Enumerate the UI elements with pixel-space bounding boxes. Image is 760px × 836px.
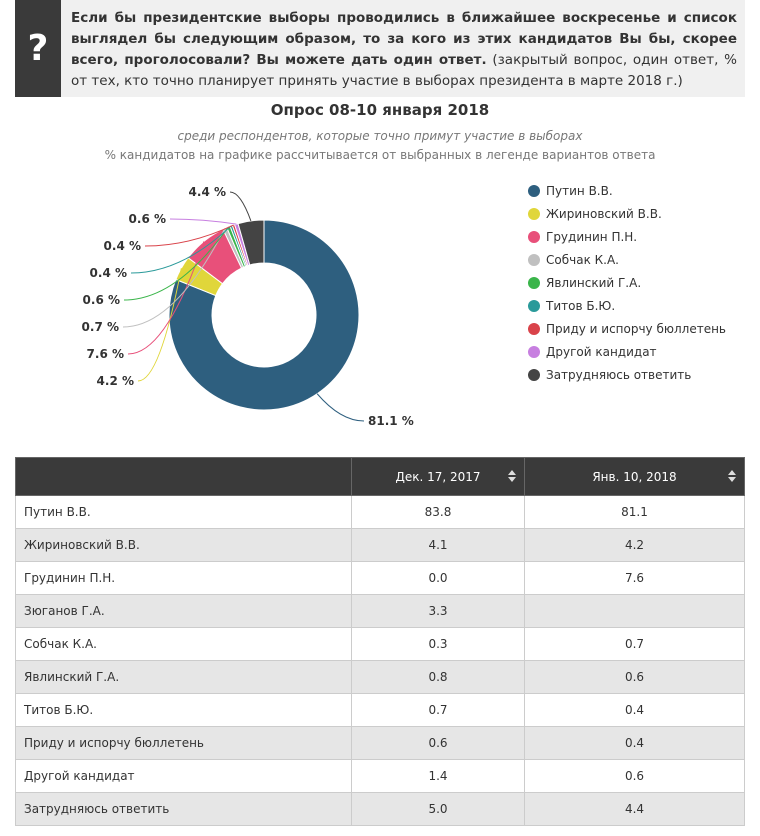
legend-marker — [528, 323, 540, 335]
leader-line — [137, 268, 182, 382]
legend-label: Другой кандидат — [546, 345, 657, 359]
table-cell: 4.1 — [351, 528, 525, 562]
table-cell: Приду и испорчу бюллетень — [15, 726, 352, 760]
leader-line — [229, 191, 252, 222]
table-cell: 83.8 — [351, 495, 525, 529]
table-row: Затрудняюсь ответить 5.0 4.4 — [15, 792, 745, 826]
chart-subtitle: % кандидатов на графике рассчитывается о… — [105, 148, 656, 162]
table-cell: 0.6 — [524, 660, 745, 694]
question-note: (закрытый вопрос, один ответ, % от тех, … — [71, 52, 737, 89]
table-cell: 4.4 — [524, 792, 745, 826]
legend-marker — [528, 208, 540, 220]
leader-line — [316, 393, 365, 422]
table-row: Приду и испорчу бюллетень 0.6 0.4 — [15, 726, 745, 760]
table-cell: 81.1 — [524, 495, 745, 529]
legend-label: Затрудняюсь ответить — [546, 368, 691, 382]
leader-line — [123, 226, 229, 301]
table-cell: Явлинский Г.А. — [15, 660, 352, 694]
table-row: Зюганов Г.А. 3.3 — [15, 594, 745, 628]
question: Если бы президентские выборы проводились… — [71, 10, 737, 68]
table-cell: 0.7 — [524, 627, 745, 661]
table-row: Путин В.В. 83.8 81.1 — [15, 495, 745, 529]
data-label: 4.4 % — [189, 185, 226, 199]
table-cell: 3.3 — [351, 594, 525, 628]
question-icon: ? — [15, 0, 61, 97]
table-cell: Жириновский В.В. — [15, 528, 352, 562]
table-cell: Зюганов Г.А. — [15, 594, 352, 628]
legend-label: Грудинин П.Н. — [546, 230, 637, 244]
legend-marker — [528, 369, 540, 381]
leader-line — [144, 224, 234, 247]
table-cell: Собчак К.А. — [15, 627, 352, 661]
legend-label: Путин В.В. — [546, 184, 613, 198]
header-cell[interactable]: Янв. 10, 2018 — [524, 457, 745, 496]
chart-title: Опрос 08-10 января 2018 — [271, 101, 489, 119]
table-cell: 5.0 — [351, 792, 525, 826]
table-cell: 4.2 — [524, 528, 745, 562]
leader-line — [169, 218, 237, 225]
legend-label: Жириновский В.В. — [546, 207, 662, 221]
table-cell: 0.4 — [524, 726, 745, 760]
question-text: Если бы президентские выборы проводились… — [71, 8, 737, 92]
table-cell: Титов Б.Ю. — [15, 693, 352, 727]
table-cell: 0.4 — [524, 693, 745, 727]
table-cell: 0.6 — [351, 726, 525, 760]
leader-line — [130, 225, 232, 274]
legend-label: Приду и испорчу бюллетень — [546, 322, 726, 336]
table-cell: 0.6 — [524, 759, 745, 793]
header-text: Янв. 10, 2018 — [592, 469, 677, 484]
header-text: Дек. 17, 2017 — [395, 469, 481, 484]
table-row: Грудинин П.Н. 0.0 7.6 — [15, 561, 745, 595]
table-cell: Путин В.В. — [15, 495, 352, 529]
data-label: 0.7 % — [82, 320, 119, 334]
legend-marker — [528, 346, 540, 358]
data-label: 0.6 % — [83, 293, 120, 307]
data-label: 81.1 % — [368, 414, 414, 428]
pie-slice — [237, 219, 265, 266]
table-cell — [524, 594, 745, 628]
sort-icon — [728, 470, 736, 482]
data-label: 0.4 % — [90, 266, 127, 280]
legend-label: Явлинский Г.А. — [546, 276, 641, 290]
data-label: 7.6 % — [87, 347, 124, 361]
table-cell: 0.7 — [351, 693, 525, 727]
table-cell: 0.0 — [351, 561, 525, 595]
table-row: Титов Б.Ю. 0.7 0.4 — [15, 693, 745, 727]
data-label: 4.2 % — [97, 374, 134, 388]
legend-marker — [528, 277, 540, 289]
legend-marker — [528, 300, 540, 312]
table-row: Собчак К.А. 0.3 0.7 — [15, 627, 745, 661]
data-label: 0.4 % — [104, 239, 141, 253]
data-label: 0.6 % — [129, 212, 166, 226]
table-cell: 1.4 — [351, 759, 525, 793]
sort-icon — [508, 470, 516, 482]
table-cell: 0.8 — [351, 660, 525, 694]
legend-label: Собчак К.А. — [546, 253, 619, 267]
chart-subtitle: среди респондентов, которые точно примут… — [178, 129, 584, 143]
table-row: Жириновский В.В. 4.1 4.2 — [15, 528, 745, 562]
header-cell — [15, 457, 352, 496]
table-row: Другой кандидат 1.4 0.6 — [15, 759, 745, 793]
legend-marker — [528, 185, 540, 197]
table-cell: Затрудняюсь ответить — [15, 792, 352, 826]
table-cell: 0.3 — [351, 627, 525, 661]
legend-marker — [528, 231, 540, 243]
legend-marker — [528, 254, 540, 266]
header-row: Дек. 17, 2017 Янв. 10, 2018 — [15, 457, 745, 496]
table-row: Явлинский Г.А. 0.8 0.6 — [15, 660, 745, 694]
leader-line — [122, 228, 226, 328]
table-cell: 7.6 — [524, 561, 745, 595]
table-cell: Другой кандидат — [15, 759, 352, 793]
table-cell: Грудинин П.Н. — [15, 561, 352, 595]
data-table: Дек. 17, 2017 Янв. 10, 2018 Путин В.В. 83… — [15, 457, 745, 826]
legend-label: Титов Б.Ю. — [545, 299, 615, 313]
header-cell[interactable]: Дек. 17, 2017 — [351, 457, 525, 496]
chart: Опрос 08-10 января 2018 среди респондент… — [82, 101, 726, 428]
question-box: ? Если бы президентские выборы проводили… — [15, 0, 745, 97]
